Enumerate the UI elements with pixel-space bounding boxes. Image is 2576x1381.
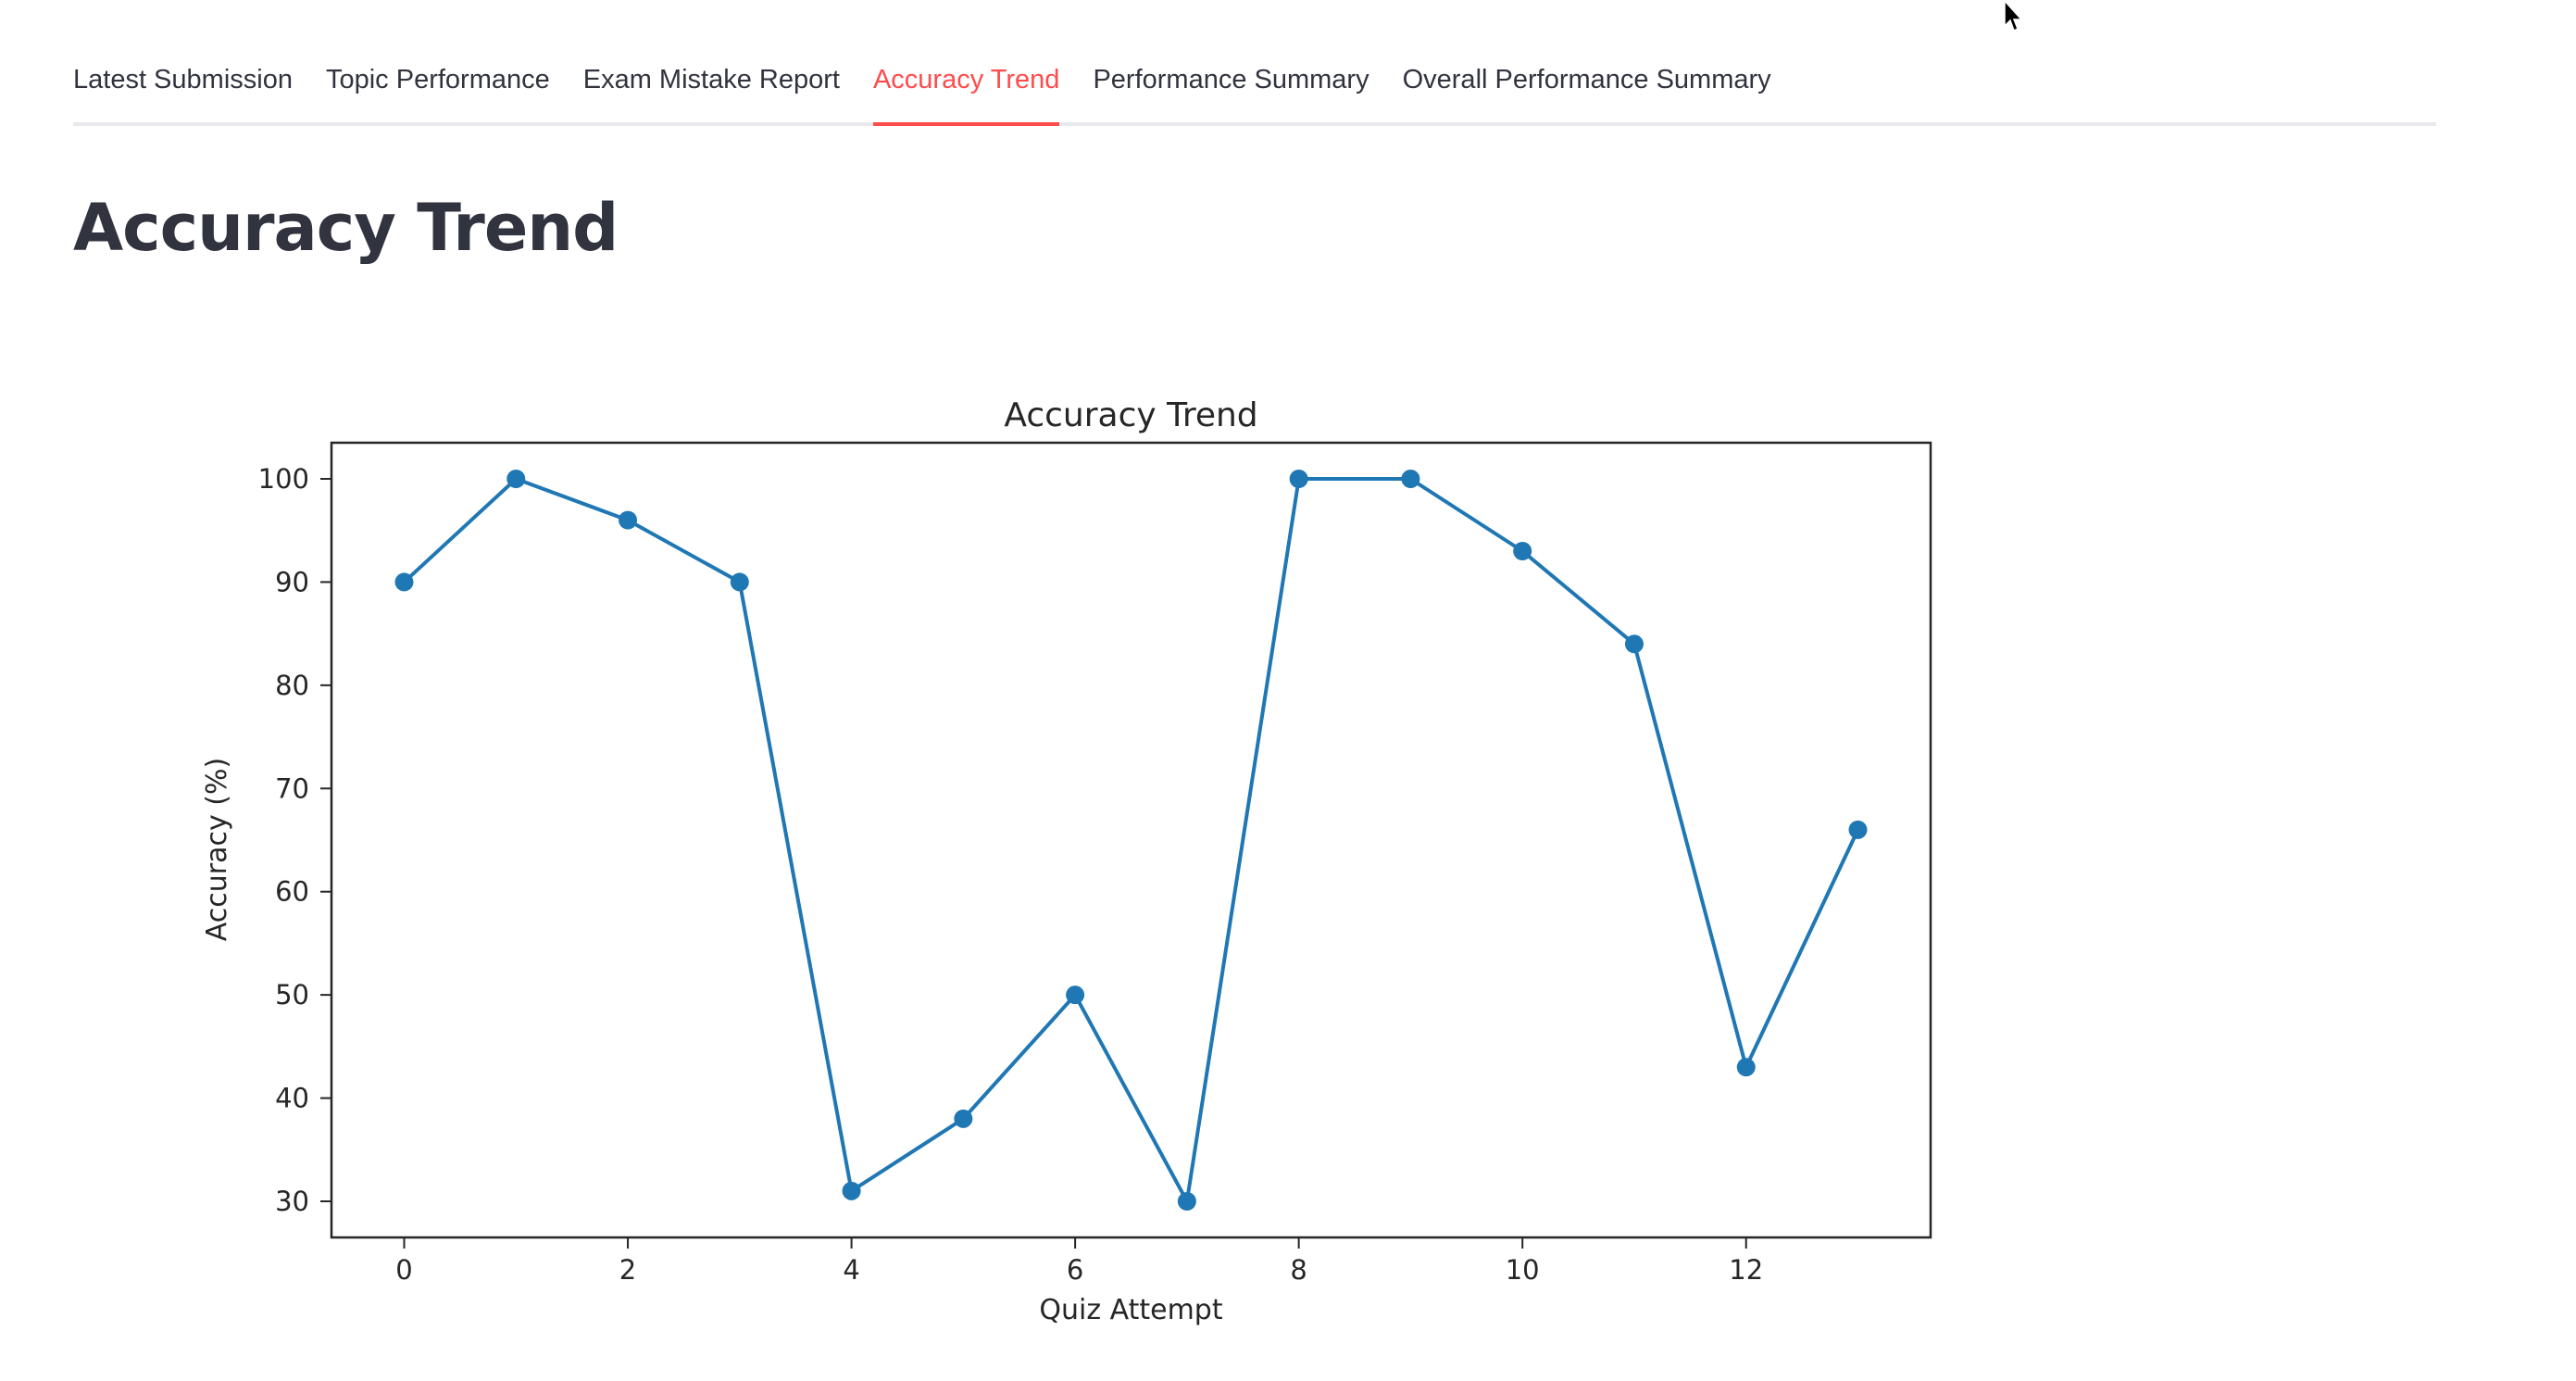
tab-bar: Latest Submission Topic Performance Exam M… (73, 46, 2436, 126)
y-tick-label: 40 (275, 1083, 309, 1114)
mouse-cursor-icon (2004, 0, 2023, 32)
tab-overall-performance-summary[interactable]: Overall Performance Summary (1402, 65, 1771, 94)
x-tick-label: 4 (843, 1254, 859, 1286)
data-point (730, 572, 749, 592)
x-axis-label: Quiz Attempt (1039, 1294, 1222, 1326)
tab-performance-summary[interactable]: Performance Summary (1093, 65, 1369, 94)
data-point (1066, 986, 1085, 1005)
data-point (1401, 470, 1420, 488)
data-point (1624, 634, 1644, 654)
data-point (1848, 820, 1868, 839)
y-tick-label: 100 (258, 463, 309, 495)
tab-list: Latest Submission Topic Performance Exam M… (73, 46, 2436, 126)
data-point (506, 470, 526, 488)
y-axis-label: Accuracy (%) (201, 758, 233, 941)
x-tick-label: 6 (1067, 1254, 1083, 1286)
y-tick-label: 30 (275, 1186, 309, 1217)
data-point (1513, 542, 1532, 560)
y-tick-label: 60 (275, 876, 309, 908)
tab-topic-performance[interactable]: Topic Performance (325, 65, 550, 94)
page-title: Accuracy Trend (73, 190, 619, 266)
data-point (394, 572, 414, 592)
x-tick-label: 10 (1506, 1254, 1540, 1286)
x-tick-label: 0 (395, 1254, 412, 1286)
x-tick-label: 2 (619, 1254, 636, 1286)
tab-exam-mistake-report[interactable]: Exam Mistake Report (582, 65, 840, 94)
data-point (1177, 1192, 1196, 1211)
chart-title: Accuracy Trend (1004, 396, 1257, 434)
tab-latest-submission[interactable]: Latest Submission (73, 65, 293, 94)
x-tick-label: 8 (1290, 1254, 1307, 1286)
x-tick-label: 12 (1729, 1254, 1763, 1286)
data-point (619, 510, 638, 530)
data-point (1289, 470, 1308, 488)
data-point (842, 1181, 861, 1200)
plot-frame (330, 441, 1932, 1239)
series-line (402, 477, 1860, 1203)
y-tick-label: 80 (275, 670, 309, 701)
y-tick-label: 70 (275, 772, 309, 804)
y-tick-label: 50 (275, 979, 309, 1011)
data-point (954, 1109, 973, 1128)
data-point (1736, 1058, 1756, 1077)
tab-accuracy-trend[interactable]: Accuracy Trend (872, 46, 1060, 126)
y-tick-label: 90 (275, 566, 309, 597)
